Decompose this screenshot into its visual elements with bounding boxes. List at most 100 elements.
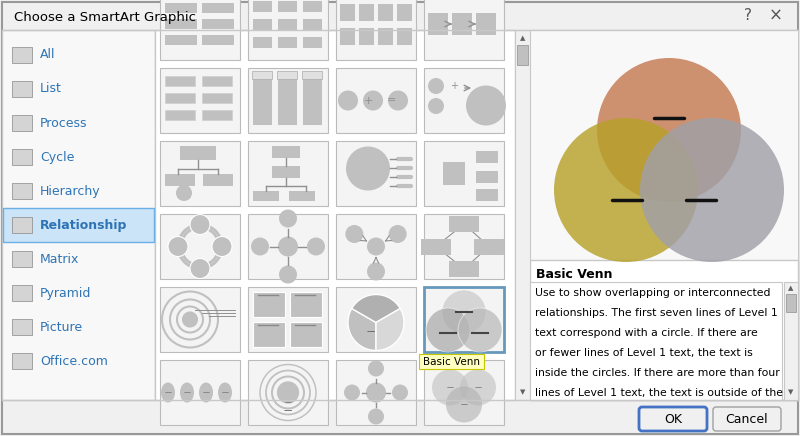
Bar bbox=[165, 76, 195, 86]
Bar bbox=[449, 216, 479, 232]
Bar bbox=[277, 73, 297, 125]
Bar bbox=[530, 260, 798, 400]
Bar bbox=[180, 146, 216, 160]
Bar bbox=[12, 81, 32, 97]
Text: Pyramid: Pyramid bbox=[40, 286, 91, 300]
Bar bbox=[160, 360, 240, 425]
Bar bbox=[336, 68, 416, 133]
Bar bbox=[12, 149, 32, 165]
Circle shape bbox=[307, 238, 325, 255]
Bar bbox=[377, 3, 393, 21]
Bar bbox=[452, 13, 472, 35]
Bar bbox=[277, 71, 297, 79]
Ellipse shape bbox=[161, 382, 175, 402]
Bar bbox=[530, 30, 798, 260]
Bar bbox=[160, 68, 240, 133]
Bar bbox=[302, 0, 322, 12]
Bar bbox=[253, 292, 285, 317]
Text: text correspond with a circle. If there are: text correspond with a circle. If there … bbox=[535, 328, 758, 338]
Bar bbox=[248, 214, 328, 279]
Circle shape bbox=[392, 385, 408, 401]
Bar bbox=[252, 18, 272, 30]
Circle shape bbox=[168, 236, 188, 256]
Bar bbox=[160, 214, 240, 279]
Circle shape bbox=[251, 238, 269, 255]
Text: ▼: ▼ bbox=[788, 389, 794, 395]
Text: OK: OK bbox=[664, 412, 682, 426]
Text: List: List bbox=[40, 82, 62, 95]
Circle shape bbox=[368, 409, 384, 425]
Bar bbox=[419, 354, 484, 369]
FancyBboxPatch shape bbox=[639, 407, 707, 431]
Circle shape bbox=[554, 118, 698, 262]
Text: inside the circles. If there are more than four: inside the circles. If there are more th… bbox=[535, 368, 780, 378]
Bar bbox=[248, 141, 328, 206]
Bar bbox=[248, 0, 328, 60]
Wedge shape bbox=[376, 309, 404, 351]
Ellipse shape bbox=[199, 382, 213, 402]
Bar bbox=[302, 73, 322, 125]
Text: ?: ? bbox=[744, 8, 752, 24]
Text: Process: Process bbox=[40, 116, 87, 129]
Bar bbox=[377, 27, 393, 45]
Text: ×: × bbox=[769, 7, 783, 25]
Bar bbox=[476, 189, 498, 201]
Text: ▼: ▼ bbox=[520, 389, 525, 395]
Bar bbox=[530, 30, 798, 400]
Text: Basic Venn: Basic Venn bbox=[423, 357, 480, 367]
Bar bbox=[253, 191, 279, 201]
Text: Relationship: Relationship bbox=[40, 218, 127, 232]
Bar bbox=[277, 36, 297, 48]
Text: +: + bbox=[450, 81, 458, 91]
Bar bbox=[476, 171, 498, 183]
Text: Use to show overlapping or interconnected: Use to show overlapping or interconnecte… bbox=[535, 288, 770, 298]
Bar bbox=[515, 30, 530, 400]
Bar bbox=[358, 3, 374, 21]
Bar bbox=[290, 292, 322, 317]
Bar bbox=[248, 360, 328, 425]
Bar bbox=[302, 18, 322, 30]
Wedge shape bbox=[348, 309, 376, 351]
Bar bbox=[252, 36, 272, 48]
Circle shape bbox=[432, 369, 468, 405]
Bar bbox=[476, 151, 498, 163]
Bar bbox=[424, 214, 504, 279]
Circle shape bbox=[426, 308, 470, 352]
Text: lines of Level 1 text, the text is outside of the: lines of Level 1 text, the text is outsi… bbox=[535, 388, 783, 398]
Ellipse shape bbox=[218, 382, 232, 402]
Text: Picture: Picture bbox=[40, 320, 83, 334]
Bar bbox=[424, 141, 504, 206]
Circle shape bbox=[389, 225, 406, 243]
Text: —: — bbox=[222, 389, 229, 395]
Text: Office.com: Office.com bbox=[40, 354, 108, 368]
Text: —: — bbox=[183, 389, 190, 395]
Bar bbox=[202, 19, 234, 29]
Circle shape bbox=[279, 266, 297, 283]
Bar bbox=[12, 251, 32, 267]
Bar bbox=[336, 287, 416, 352]
Bar bbox=[339, 27, 355, 45]
Bar bbox=[2, 30, 155, 400]
Bar bbox=[160, 141, 240, 206]
Circle shape bbox=[344, 385, 360, 401]
Circle shape bbox=[212, 236, 232, 256]
Bar bbox=[165, 93, 195, 103]
Bar bbox=[421, 238, 451, 255]
Text: Cancel: Cancel bbox=[726, 412, 768, 426]
Bar bbox=[517, 45, 528, 65]
Bar bbox=[165, 35, 197, 45]
Bar bbox=[277, 18, 297, 30]
Bar bbox=[336, 360, 416, 425]
Bar bbox=[248, 68, 328, 133]
Bar bbox=[12, 285, 32, 301]
Bar bbox=[203, 174, 233, 186]
Circle shape bbox=[346, 225, 363, 243]
Circle shape bbox=[190, 215, 210, 235]
Bar bbox=[165, 110, 195, 120]
Circle shape bbox=[388, 91, 408, 110]
Circle shape bbox=[176, 185, 192, 201]
Bar bbox=[252, 0, 272, 12]
Circle shape bbox=[428, 98, 444, 114]
Circle shape bbox=[338, 91, 358, 110]
Bar bbox=[277, 0, 297, 12]
